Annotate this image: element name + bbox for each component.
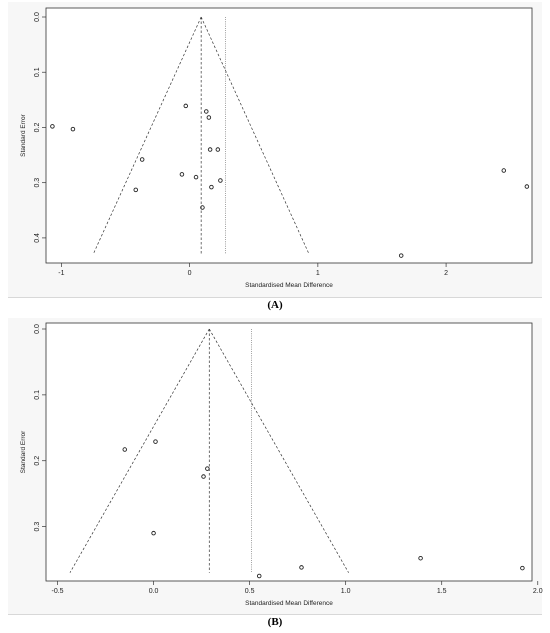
study-point xyxy=(215,147,221,152)
funnel-left-edge xyxy=(92,16,202,255)
panel-b-label: (B) xyxy=(267,616,283,628)
study-point xyxy=(133,187,139,193)
y-axis-label: Standard Error xyxy=(20,113,27,156)
study-point xyxy=(50,124,55,129)
funnel-right-edge xyxy=(208,328,349,573)
x-axis-label: Standardised Mean Difference xyxy=(245,282,333,289)
panel-a-label: (A) xyxy=(267,299,283,311)
y-axis-label: Standard Error xyxy=(20,430,27,473)
study-point xyxy=(299,565,304,570)
x-tick-label: 1 xyxy=(316,270,320,277)
x-axis-label: Standardised Mean Difference xyxy=(245,600,333,607)
x-tick-label: 2.0 xyxy=(533,588,543,595)
study-point xyxy=(122,447,128,452)
y-tick-label: 0.0 xyxy=(34,12,41,22)
y-tick-label: 0.2 xyxy=(34,122,41,132)
funnel-plot-a-svg: -1 0 1 2 0.0 0.1 0.2 0.3 0.4 Standardised Mean Di… xyxy=(20,7,533,289)
study-point xyxy=(139,157,145,162)
study-point xyxy=(200,205,205,210)
x-tick-label: 1.0 xyxy=(341,588,351,595)
study-point xyxy=(207,147,213,152)
plot-frame xyxy=(45,322,533,582)
study-point xyxy=(183,103,189,109)
funnel-plot-a: -1 0 1 2 0.0 0.1 0.2 0.3 0.4 Standardised Mean Di… xyxy=(0,0,550,316)
study-point xyxy=(193,174,199,180)
x-tick-label: -0.5 xyxy=(51,588,63,595)
study-point xyxy=(153,439,158,444)
x-tick-label: 0.5 xyxy=(245,588,255,595)
study-point xyxy=(218,178,223,183)
study-point xyxy=(524,184,530,189)
study-point xyxy=(520,565,525,571)
study-point xyxy=(151,530,156,536)
study-point xyxy=(205,466,210,471)
funnel-right-edge xyxy=(200,16,310,255)
study-point xyxy=(418,555,423,561)
y-tick-label: 0.2 xyxy=(34,456,41,466)
y-tick-label: 0.3 xyxy=(34,522,41,532)
funnel-plot-b: -0.5 0.0 0.5 1.0 1.5 2.0 0.0 0.1 0.2 0.3 Standardi… xyxy=(0,316,550,633)
funnel-left-edge xyxy=(69,328,210,573)
study-point xyxy=(201,474,206,479)
y-tick-label: 0.4 xyxy=(34,233,41,243)
study-point xyxy=(256,573,262,579)
study-point xyxy=(501,168,507,173)
study-point xyxy=(209,184,214,190)
y-tick-label: 0.1 xyxy=(34,390,41,400)
study-point xyxy=(204,109,209,114)
x-tick-label: 1.5 xyxy=(437,588,447,595)
x-tick-label: -1 xyxy=(58,270,64,277)
y-tick-label: 0.1 xyxy=(34,67,41,77)
x-tick-label: 0.0 xyxy=(149,588,159,595)
funnel-plot-b-svg: -0.5 0.0 0.5 1.0 1.5 2.0 0.0 0.1 0.2 0.3 Standardi… xyxy=(20,322,543,607)
study-point xyxy=(179,172,185,177)
x-tick-label: 0 xyxy=(188,270,192,277)
y-tick-label: 0.3 xyxy=(34,178,41,188)
x-tick-label: 2 xyxy=(444,270,448,277)
y-tick-label: 0.0 xyxy=(34,324,41,334)
plot-frame xyxy=(45,7,533,264)
study-point xyxy=(70,126,76,132)
study-point xyxy=(206,115,212,120)
study-point xyxy=(398,253,404,258)
